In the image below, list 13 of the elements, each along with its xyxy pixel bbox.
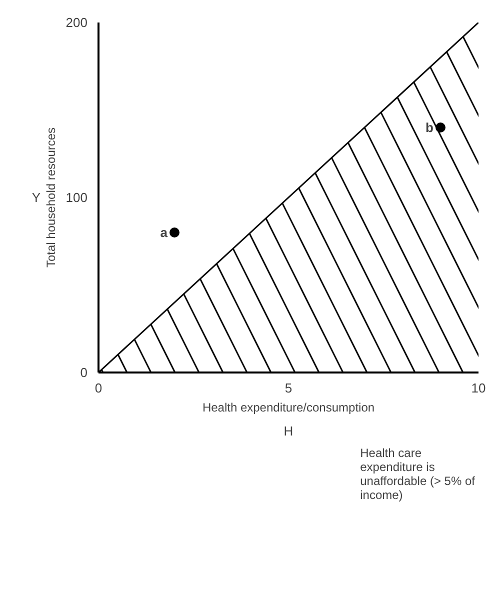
x-tick-label: 0 [94,380,102,396]
x-tick-label: 10 [471,380,486,396]
y-tick-label: 200 [66,15,88,30]
y-tick-label: 100 [66,190,88,205]
annotation: b [426,120,434,135]
text: Health care expenditure is unaffordable (> 5% of income) [360,446,475,502]
x-axis-title: Health expenditure/consumption [202,400,375,414]
text: H [284,424,294,438]
y-axis-title: Total household resources [44,127,58,268]
x-tick-label: 5 [284,380,292,396]
text: Y [32,190,41,205]
y-tick-label: 0 [80,365,88,380]
annotation: a [160,225,168,240]
